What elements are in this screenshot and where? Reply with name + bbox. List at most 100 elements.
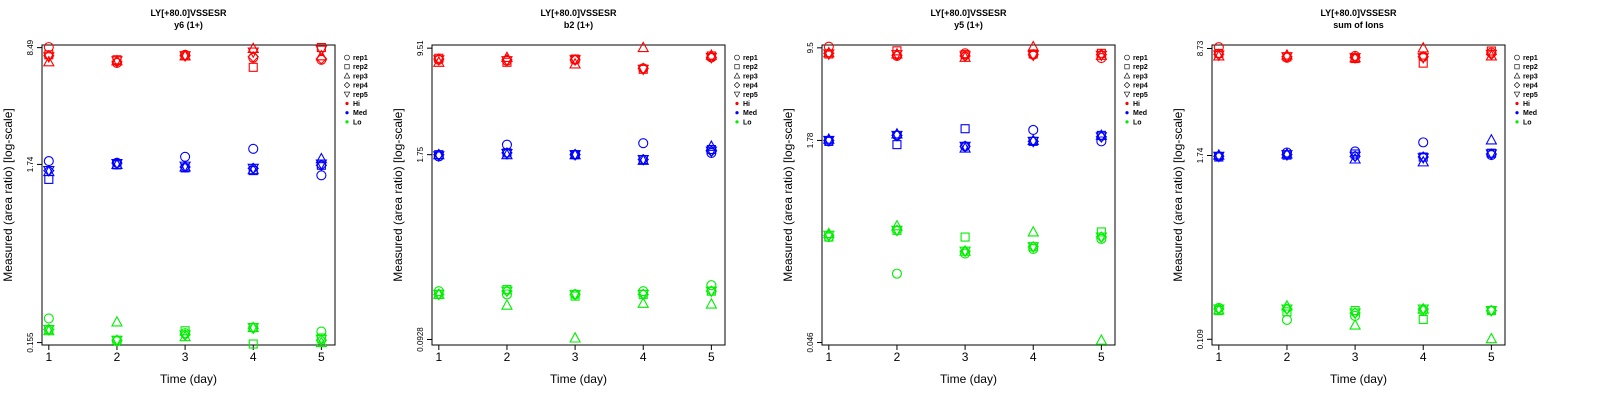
data-point	[569, 331, 582, 343]
data-point	[705, 286, 718, 298]
data-point	[959, 51, 972, 63]
data-point	[1281, 314, 1293, 325]
data-point	[1418, 152, 1428, 162]
data-point	[248, 143, 259, 154]
data-point	[248, 62, 258, 72]
legend-marker	[734, 54, 740, 61]
data-point	[179, 49, 192, 61]
chart-subtitle: y5 (1+)	[954, 20, 983, 30]
data-point	[1212, 151, 1225, 163]
legend-marker	[1124, 64, 1130, 70]
chart-subtitle: b2 (1+)	[564, 20, 593, 30]
legend-label: rep5	[1133, 92, 1148, 99]
data-point	[432, 289, 445, 301]
data-point	[822, 46, 835, 58]
y-tick-label: 0.155	[26, 332, 35, 353]
legend-marker	[733, 91, 741, 98]
data-point	[1418, 58, 1428, 68]
data-point	[248, 339, 258, 349]
data-point	[247, 323, 260, 334]
y-tick-label: 9.5	[806, 42, 815, 54]
legend-marker	[1123, 81, 1131, 89]
x-tick-label: 3	[962, 350, 969, 364]
legend-marker	[344, 64, 350, 70]
x-tick-label: 1	[435, 350, 442, 364]
legend-label: rep1	[1523, 55, 1538, 62]
x-tick-label: 5	[1488, 350, 1495, 364]
data-point	[569, 289, 582, 301]
data-point	[247, 321, 260, 333]
data-point	[822, 49, 835, 61]
data-point	[42, 55, 55, 67]
legend-marker	[1125, 120, 1129, 124]
data-point	[1418, 137, 1429, 148]
data-point	[315, 159, 328, 171]
x-tick-label: 5	[1098, 350, 1105, 364]
data-point	[1027, 242, 1040, 254]
x-tick-label: 3	[1352, 350, 1359, 364]
data-point	[891, 130, 903, 142]
x-tick-label: 2	[894, 350, 901, 364]
data-point	[179, 51, 192, 63]
x-axis-label: Time (day)	[160, 372, 217, 386]
x-tick-label: 4	[1030, 350, 1037, 364]
data-point	[42, 165, 55, 177]
data-point	[432, 148, 445, 160]
data-point	[1417, 155, 1430, 167]
data-point	[180, 151, 191, 162]
legend-marker	[345, 111, 349, 115]
legend-marker	[343, 91, 351, 98]
data-point	[637, 154, 650, 166]
data-point	[1417, 53, 1430, 65]
data-point	[1282, 307, 1292, 317]
y-tick-label: 8.73	[1196, 40, 1205, 56]
chart-panel-3: LY[+80.0]VSSESR y5 (1+) 0.046 1.78 9.5 1 2 3 4 5 T…	[781, 8, 1148, 386]
x-tick-label: 4	[250, 350, 257, 364]
data-point	[891, 225, 903, 237]
legend-label: rep3	[353, 73, 368, 80]
data-point	[569, 148, 582, 160]
legend-marker	[1515, 101, 1519, 106]
data-point	[637, 289, 650, 301]
legend-label: rep5	[743, 92, 758, 99]
data-point	[1485, 306, 1498, 317]
data-point	[179, 161, 192, 173]
data-point	[1485, 133, 1498, 145]
data-point	[1281, 52, 1293, 64]
legend: rep1 rep2 rep3 rep4 rep5 Hi Med Lo	[733, 54, 758, 126]
data-point	[1485, 49, 1498, 61]
legend-marker	[735, 101, 739, 106]
data-point	[433, 148, 445, 161]
data-point	[247, 50, 260, 63]
legend-marker	[1123, 91, 1131, 98]
legend-label: rep3	[743, 73, 758, 80]
data-point	[822, 230, 835, 242]
data-point	[891, 50, 903, 61]
y-axis-label: Measured (area ratio) [log-scale]	[1, 108, 15, 281]
data-point	[315, 49, 328, 61]
legend-label: Hi	[1133, 101, 1140, 108]
legend-label: rep3	[1523, 73, 1538, 80]
y-axis-label: Measured (area ratio) [log-scale]	[391, 108, 405, 281]
data-point	[316, 170, 327, 181]
y-tick-label: 1.75	[416, 146, 425, 162]
x-tick-label: 1	[825, 350, 832, 364]
y-axis-label: Measured (area ratio) [log-scale]	[781, 108, 795, 281]
x-axis-label: Time (day)	[940, 372, 997, 386]
data-point	[892, 140, 902, 150]
data-point	[1349, 51, 1362, 63]
data-point	[42, 166, 55, 177]
data-point	[1349, 318, 1362, 330]
chart-title: LY[+80.0]VSSESR	[151, 8, 227, 18]
legend-label: rep2	[1523, 64, 1538, 71]
data-point	[637, 296, 650, 308]
plot-frame	[41, 44, 336, 346]
legend-marker	[343, 81, 351, 89]
legend-label: rep2	[353, 64, 368, 71]
data-point	[705, 146, 718, 158]
x-tick-label: 3	[572, 350, 579, 364]
data-point	[1027, 136, 1040, 148]
legend-label: Hi	[743, 101, 750, 108]
legend-label: rep4	[743, 83, 758, 90]
